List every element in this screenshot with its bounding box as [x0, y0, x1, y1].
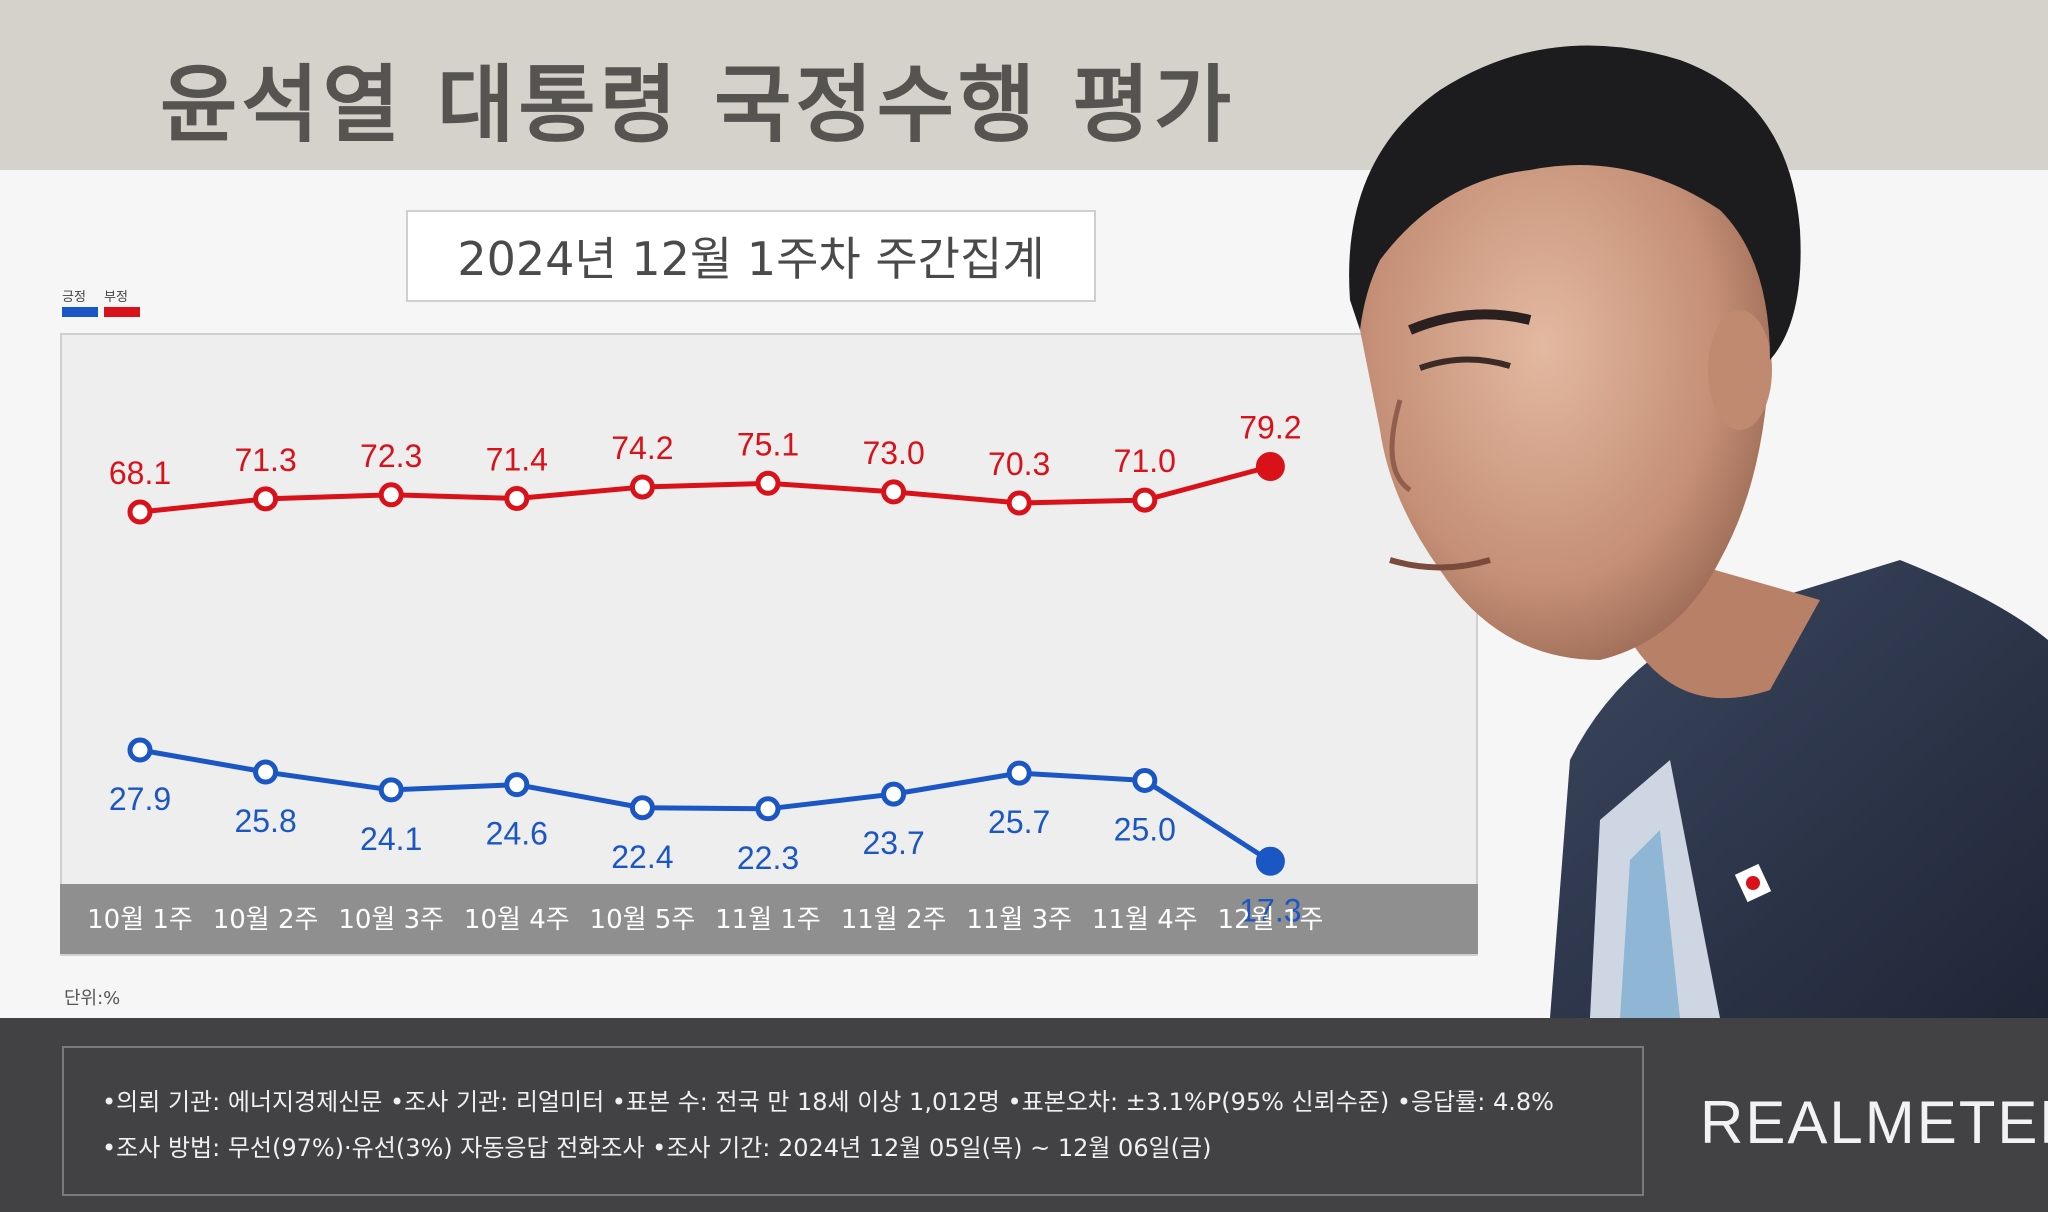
x-tick-label: 11월 4주	[1092, 905, 1198, 935]
data-label-negative: 68.1	[109, 455, 171, 491]
data-point-negative	[127, 499, 153, 525]
x-tick-label: 11월 1주	[715, 905, 821, 935]
data-point-negative	[881, 479, 907, 505]
data-label-positive: 24.1	[360, 821, 422, 857]
data-label-negative: 71.4	[486, 441, 548, 477]
data-label-positive: 22.4	[611, 839, 673, 875]
data-point-positive	[253, 759, 279, 785]
survey-info-box: •의뢰 기관: 에너지경제신문 •조사 기관: 리얼미터 •표본 수: 전국 만…	[62, 1046, 1644, 1196]
data-point-negative	[1006, 490, 1032, 516]
data-point-positive	[504, 772, 530, 798]
data-point-positive	[881, 781, 907, 807]
data-label-negative: 71.0	[1114, 443, 1176, 479]
data-label-positive: 24.6	[486, 816, 548, 852]
data-label-positive: 27.9	[109, 781, 171, 817]
series-line-positive	[139, 747, 1272, 864]
survey-info-line-1: •의뢰 기관: 에너지경제신문 •조사 기관: 리얼미터 •표본 수: 전국 만…	[102, 1088, 1554, 1116]
data-label-negative: 72.3	[360, 438, 422, 474]
x-tick-label: 10월 5주	[590, 905, 696, 935]
data-label-positive: 23.7	[862, 825, 924, 861]
data-label-positive: 17.3	[1239, 892, 1301, 928]
data-point-negative	[629, 474, 655, 500]
line-chart: 68.1 71.3 72.3 71.4 74.2 75.1 73.0 70.3 71.0 79.2…	[87, 409, 1324, 935]
data-label-negative: 79.2	[1239, 409, 1301, 445]
data-label-positive: 25.8	[234, 803, 296, 839]
data-label-negative: 74.2	[611, 430, 673, 466]
chart-subtitle: 2024년 12월 1주차 주간집계	[406, 210, 1096, 302]
legend-positive: 긍정	[62, 286, 98, 317]
data-point-negative	[253, 486, 279, 512]
data-point-negative	[378, 482, 404, 508]
x-axis-band	[60, 884, 1478, 954]
x-tick-label: 12월 1주	[1218, 905, 1324, 935]
legend-positive-label: 긍정	[62, 290, 86, 305]
data-label-positive: 25.7	[988, 804, 1050, 840]
data-point-negative	[755, 470, 781, 496]
data-point-positive	[127, 737, 153, 763]
data-point-positive	[378, 777, 404, 803]
chart-panel	[60, 333, 1478, 956]
president-portrait-image	[1349, 45, 2048, 1018]
data-label-negative: 75.1	[737, 426, 799, 462]
data-label-negative: 70.3	[988, 446, 1050, 482]
unit-label: 단위:%	[64, 988, 121, 1009]
data-label-positive: 25.0	[1114, 811, 1176, 847]
x-tick-label: 10월 2주	[213, 905, 319, 935]
data-point-negative	[1255, 451, 1285, 481]
legend-positive-swatch	[62, 307, 98, 317]
legend-negative: 부정	[104, 286, 140, 317]
data-point-negative	[1132, 487, 1158, 513]
x-tick-label: 11월 3주	[966, 905, 1072, 935]
data-point-positive	[1006, 760, 1032, 786]
data-point-positive	[755, 796, 781, 822]
data-point-positive	[629, 795, 655, 821]
x-tick-label: 11월 2주	[841, 905, 947, 935]
data-point-positive	[1132, 767, 1158, 793]
footer	[0, 1018, 2048, 1212]
x-tick-label: 10월 1주	[87, 905, 193, 935]
realmeter-logo: REALMETER	[1700, 1089, 2048, 1156]
data-label-negative: 71.3	[234, 442, 296, 478]
x-tick-label: 10월 3주	[338, 905, 444, 935]
survey-info-line-2: •조사 방법: 무선(97%)·유선(3%) 자동응답 전화조사 •조사 기간:…	[102, 1134, 1212, 1162]
legend-negative-swatch	[104, 307, 140, 317]
page-title: 윤석열 대통령 국정수행 평가	[160, 56, 1236, 154]
data-point-positive	[1255, 846, 1285, 876]
x-tick-label: 10월 4주	[464, 905, 570, 935]
data-label-negative: 73.0	[862, 435, 924, 471]
legend-negative-label: 부정	[104, 290, 128, 305]
data-label-positive: 22.3	[737, 840, 799, 876]
series-line-negative	[139, 464, 1272, 515]
data-point-negative	[504, 485, 530, 511]
